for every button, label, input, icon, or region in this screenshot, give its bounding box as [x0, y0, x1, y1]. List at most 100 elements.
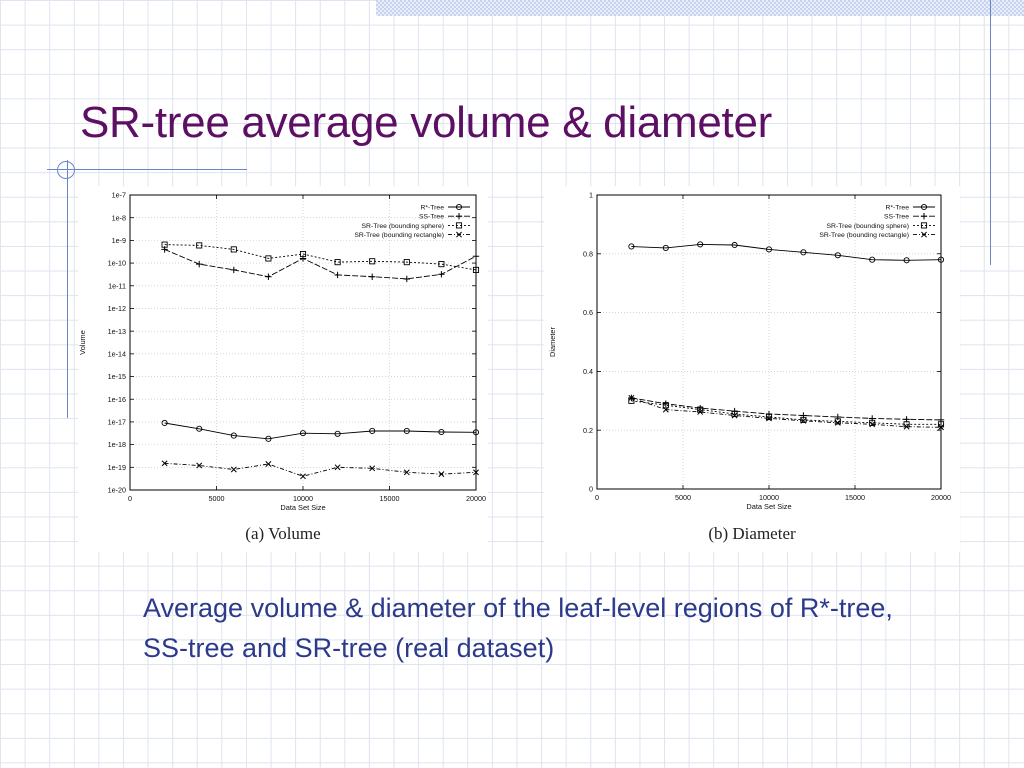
volume-data-point — [438, 428, 445, 436]
diameter-data-point — [731, 410, 738, 418]
diameter-data-point — [834, 419, 841, 426]
volume-y-tick-label: 1e-16 — [108, 395, 126, 404]
volume-data-point — [265, 255, 272, 262]
volume-data-point — [369, 427, 376, 435]
volume-x-tick-label: 20000 — [466, 494, 486, 503]
diameter-y-tick-label: 0.6 — [583, 308, 593, 317]
volume-data-point — [196, 242, 203, 249]
volume-data-point — [472, 429, 480, 436]
diameter-series-ss-tree — [628, 394, 945, 424]
diameter-x-axis-label: Data Set Size — [746, 502, 791, 511]
volume-data-point — [472, 266, 480, 273]
diameter-data-point — [937, 256, 945, 263]
volume-x-axis-label: Data Set Size — [280, 503, 325, 512]
volume-y-tick-label: 1e-15 — [108, 372, 126, 381]
diameter-legend-label: SS-Tree — [884, 214, 909, 221]
volume-data-point — [403, 469, 410, 476]
volume-data-point — [334, 271, 341, 279]
diameter-x-tick-label: 5000 — [675, 493, 691, 502]
volume-x-tick-label: 0 — [128, 494, 132, 503]
diameter-x-tick-label: 10000 — [759, 493, 779, 502]
diameter-series-line — [631, 243, 942, 261]
volume-data-point — [403, 275, 410, 283]
volume-legend-label: R*-Tree — [420, 204, 444, 211]
volume-data-point — [161, 460, 168, 467]
volume-series-line — [164, 422, 477, 440]
diameter-legend-label: R*-Tree — [885, 204, 909, 211]
diameter-legend-label: SR-Tree (bounding rectangle) — [819, 232, 909, 239]
diameter-data-point — [765, 246, 773, 253]
diameter-x-tick-label: 20000 — [931, 493, 951, 502]
diameter-series-sr-tree-bounding-sphere — [628, 397, 945, 428]
diameter-data-point — [903, 257, 910, 264]
volume-data-point — [334, 464, 341, 471]
volume-legend-label: SR-Tree (bounding rectangle) — [354, 232, 444, 239]
diameter-data-point — [697, 404, 704, 412]
volume-data-point — [472, 253, 480, 260]
diameter-chart-panel: 0 0.2 0.4 0.6 0.8 1 0 5000 10000 15000 20000 Data S… — [544, 186, 960, 552]
volume-y-tick-label: 1e-14 — [108, 349, 126, 358]
diameter-series-line — [631, 397, 942, 421]
volume-data-point — [369, 258, 376, 265]
volume-y-tick-label: 1e-13 — [108, 327, 126, 336]
volume-legend-marker — [455, 222, 463, 229]
right-vertical-rule — [990, 0, 991, 265]
volume-data-point — [196, 425, 203, 432]
volume-data-point — [196, 260, 203, 268]
volume-data-point — [300, 473, 306, 480]
volume-data-point — [265, 461, 272, 467]
diameter-data-point — [800, 249, 807, 256]
diameter-legend-label: SR-Tree (bounding sphere) — [827, 223, 910, 230]
volume-y-tick-label: 1e-17 — [108, 418, 126, 427]
volume-data-point — [369, 273, 376, 280]
volume-chart-caption: (a) Volume — [245, 524, 321, 543]
diameter-data-point — [869, 256, 876, 263]
volume-legend-marker — [455, 213, 463, 220]
title-rule-circle-ornament — [57, 161, 75, 179]
volume-y-tick-label: 1e-8 — [112, 213, 126, 222]
volume-series-line — [164, 244, 477, 271]
diameter-data-point — [766, 415, 772, 422]
volume-data-point — [334, 259, 341, 266]
diameter-data-point — [662, 400, 669, 407]
volume-y-tick-label: 1e-18 — [108, 440, 126, 449]
volume-series-sr-tree-bounding-rectangle — [161, 460, 479, 480]
slide-caption: Average volume & diameter of the leaf-le… — [143, 593, 893, 663]
diameter-legend-marker — [920, 222, 928, 229]
volume-chart-panel: 1e-20 1e-19 1e-18 1e-17 1e-16 1e-15 1e-14 1e-13… — [78, 186, 488, 552]
diameter-data-point — [800, 417, 807, 424]
diameter-data-point — [731, 241, 738, 249]
volume-y-tick-label: 1e-11 — [108, 281, 126, 290]
volume-data-point — [403, 427, 410, 435]
diameter-data-point — [697, 241, 704, 248]
diameter-data-point — [869, 421, 876, 428]
volume-grid — [129, 194, 477, 491]
diameter-data-point — [731, 412, 738, 419]
diameter-series-line — [631, 397, 942, 428]
diameter-data-point — [662, 402, 669, 409]
diameter-data-point — [662, 406, 669, 413]
volume-data-point — [334, 430, 341, 437]
diameter-y-tick-label: 0.8 — [583, 249, 593, 258]
diameter-legend-marker — [921, 231, 927, 238]
volume-data-point — [299, 430, 307, 437]
volume-data-point — [265, 435, 272, 442]
volume-legend-marker — [456, 231, 462, 238]
volume-data-point — [438, 261, 445, 268]
volume-data-point — [403, 259, 410, 266]
volume-y-tick-label: 1e-20 — [108, 486, 126, 495]
volume-data-point — [230, 432, 237, 439]
volume-data-point — [196, 462, 203, 469]
volume-series-sr-tree-bounding-sphere — [161, 241, 480, 273]
diameter-chart-caption: (b) Diameter — [708, 524, 796, 543]
diameter-grid — [596, 194, 942, 490]
volume-data-point — [230, 466, 237, 473]
volume-x-tick-label: 15000 — [380, 494, 400, 503]
volume-chart: 1e-20 1e-19 1e-18 1e-17 1e-16 1e-15 1e-14 1e-13… — [78, 191, 486, 512]
diameter-y-axis-label: Diameter — [548, 326, 557, 357]
volume-y-tick-label: 1e-12 — [108, 304, 126, 313]
diameter-y-tick-label: 0 — [589, 485, 593, 494]
diameter-y-tick-label: 0.4 — [583, 367, 593, 376]
diameter-data-point — [800, 416, 807, 423]
diameter-legend-marker — [920, 203, 928, 211]
